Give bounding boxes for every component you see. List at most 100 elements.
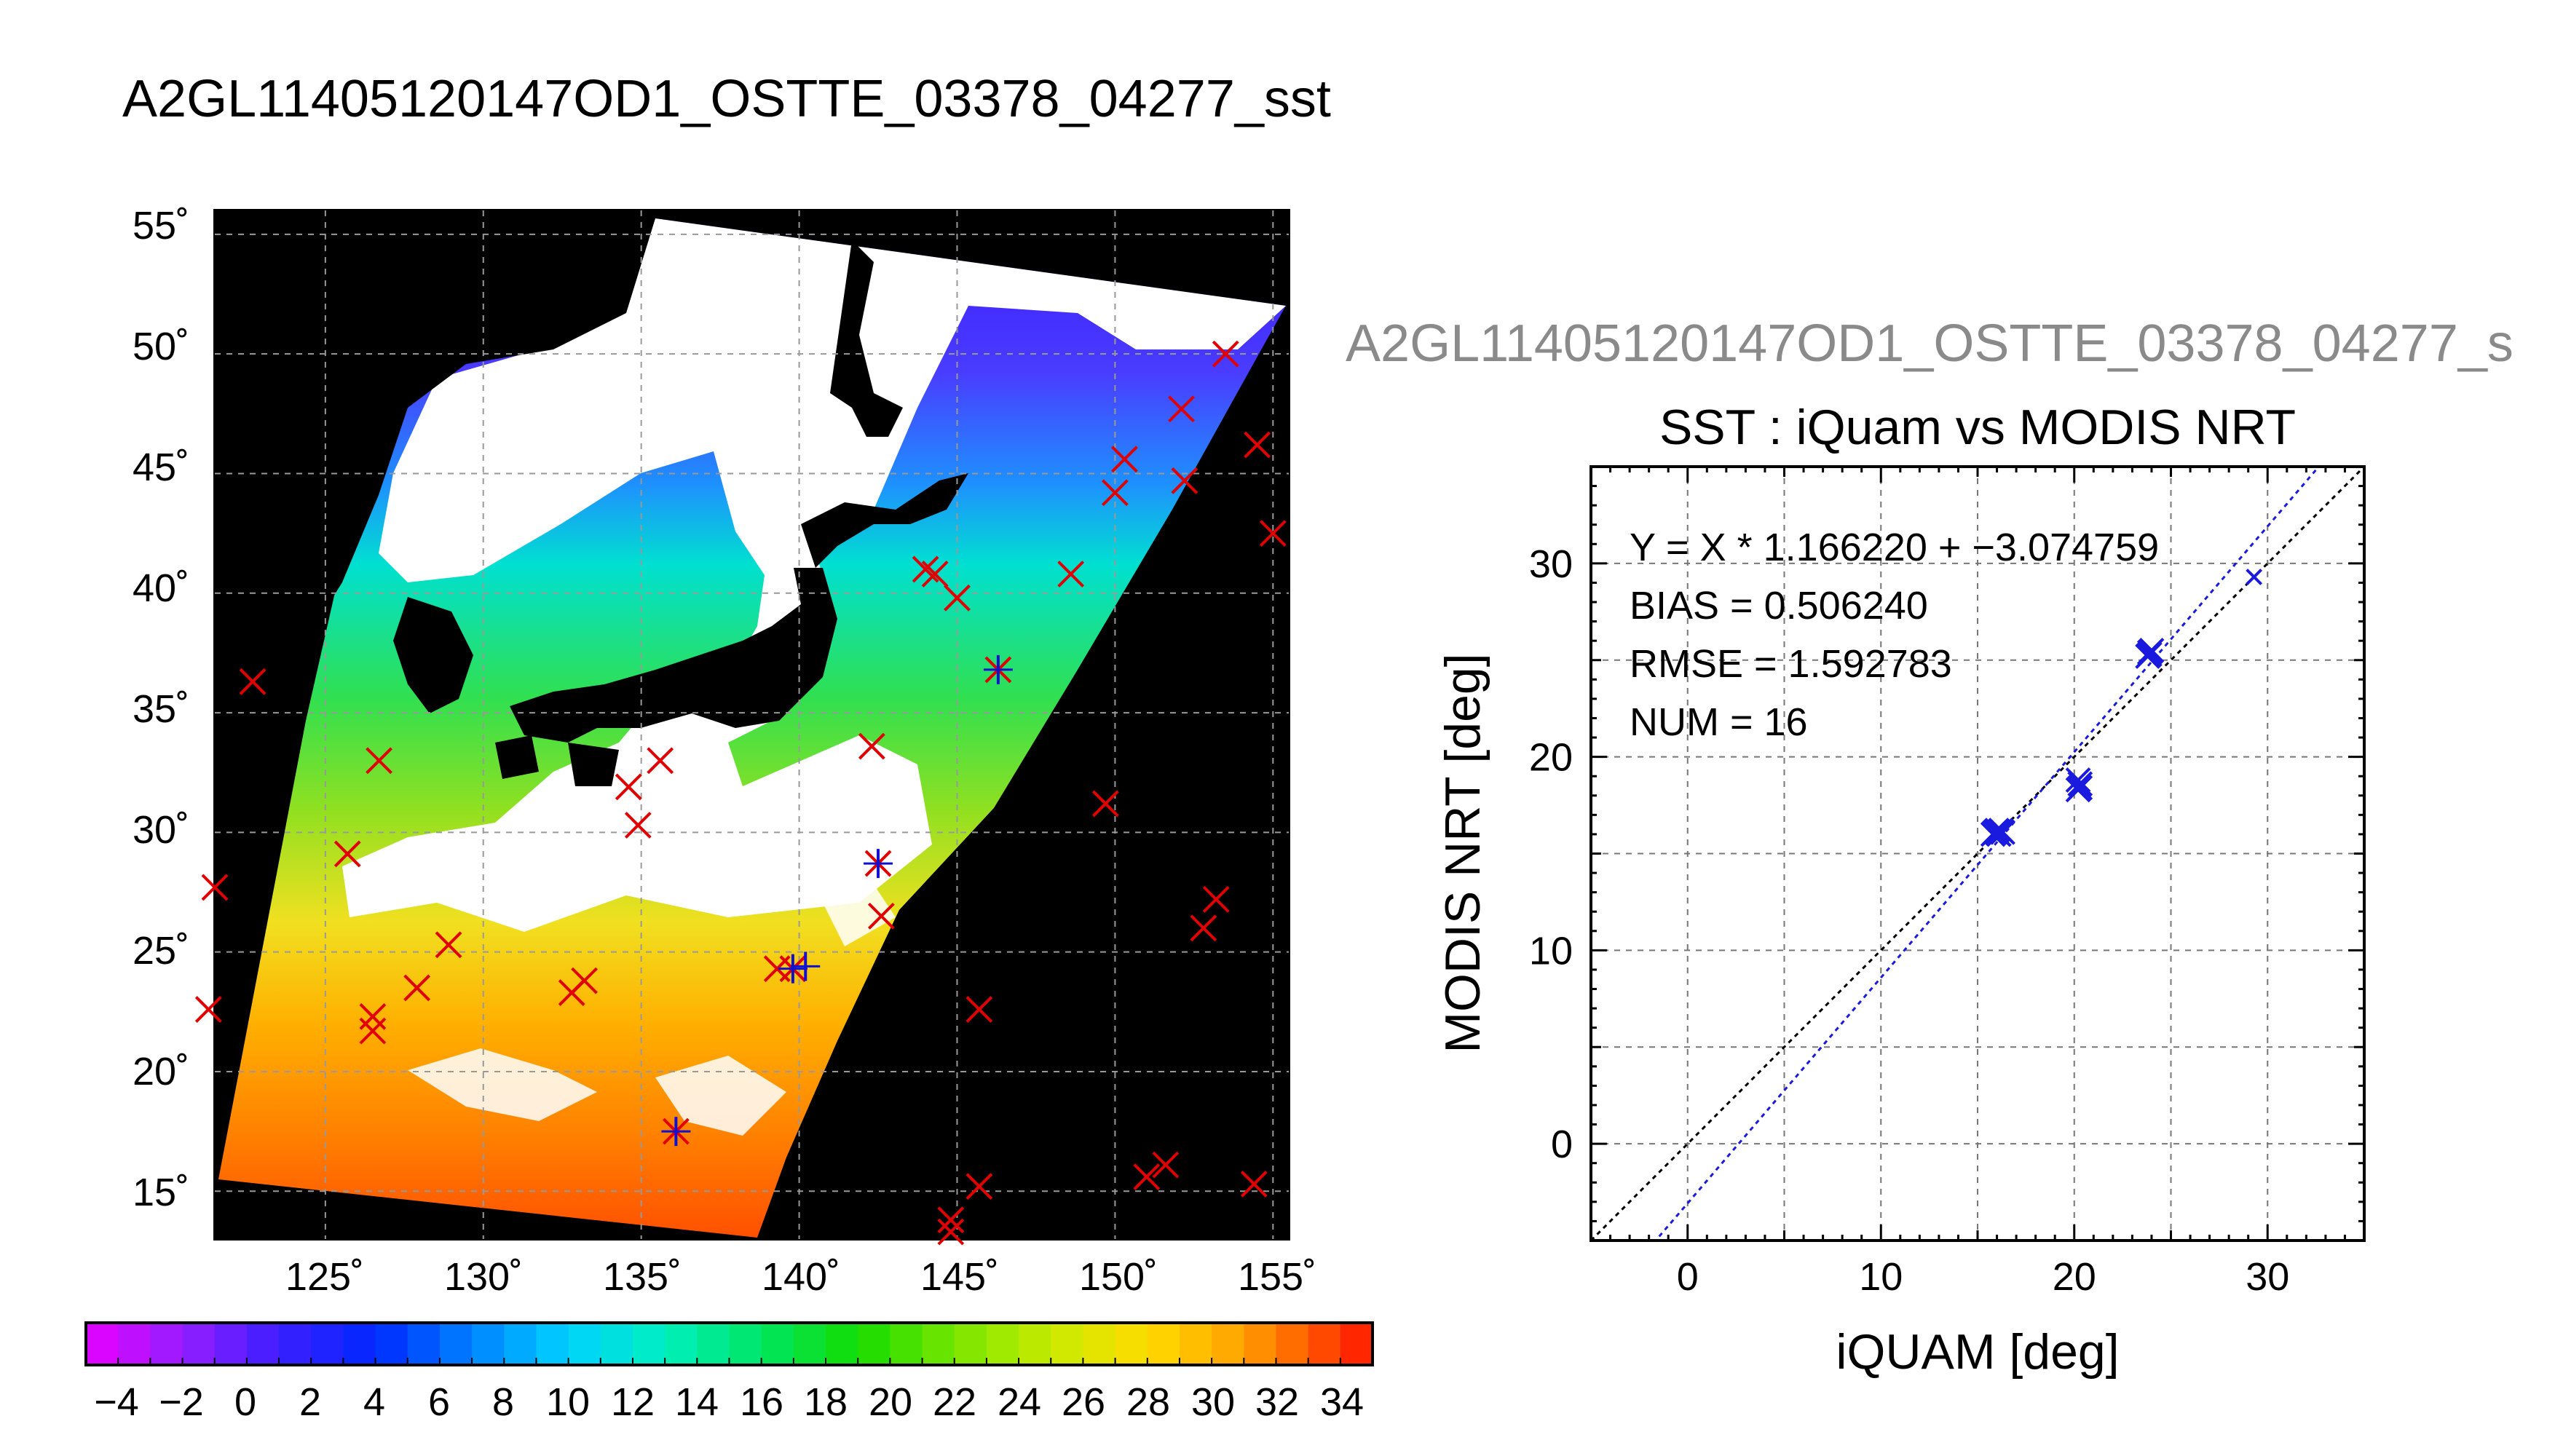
map-frame bbox=[213, 209, 1290, 1241]
colorbar-cell bbox=[1340, 1323, 1373, 1365]
x-axis-label: iQUAM [deg] bbox=[1836, 1324, 2119, 1380]
num-value: NUM = 16 bbox=[1630, 700, 1808, 744]
map-markers bbox=[194, 340, 1287, 1246]
lon-label: 140˚ bbox=[762, 1255, 840, 1299]
colorbar-cell bbox=[536, 1323, 569, 1365]
colorbar-label: 12 bbox=[611, 1380, 655, 1424]
lat-label: 40˚ bbox=[133, 566, 189, 610]
colorbar-cell bbox=[890, 1323, 923, 1365]
colorbar-label: 32 bbox=[1255, 1380, 1299, 1424]
in-situ-marker bbox=[867, 902, 895, 930]
in-situ-marker bbox=[366, 747, 393, 775]
land-japan bbox=[495, 240, 968, 786]
y-axis-label: MODIS NRT [deg] bbox=[1435, 653, 1490, 1053]
colorbar-label: 6 bbox=[428, 1380, 450, 1424]
x-tick-label: 10 bbox=[1859, 1255, 1903, 1299]
colorbar-cell bbox=[375, 1323, 408, 1365]
in-situ-marker bbox=[615, 773, 642, 801]
in-situ-marker bbox=[1240, 1171, 1268, 1198]
colorbar-cell bbox=[1244, 1323, 1277, 1365]
outside-swath bbox=[757, 306, 1289, 1239]
y-tick-label: 0 bbox=[1551, 1123, 1573, 1166]
scatter-point bbox=[1984, 819, 2010, 845]
in-situ-marker bbox=[435, 931, 462, 959]
lat-label: 25˚ bbox=[133, 929, 189, 973]
map-plot bbox=[194, 209, 1290, 1246]
colorbar-cell bbox=[1276, 1323, 1309, 1365]
y-tick-label: 30 bbox=[1529, 542, 1573, 586]
in-situ-marker bbox=[1259, 520, 1287, 547]
in-situ-marker bbox=[937, 1206, 965, 1234]
scatter-tick-labels: 0 10 20 30 0 10 20 30 bbox=[1529, 542, 2289, 1299]
fit-equation: Y = X * 1.166220 + −3.074759 bbox=[1630, 526, 2159, 569]
colorbar-cell bbox=[343, 1323, 376, 1365]
colorbar-label: 30 bbox=[1191, 1380, 1235, 1424]
lon-label: 145˚ bbox=[920, 1255, 999, 1299]
in-situ-marker bbox=[359, 1017, 387, 1045]
colorbar-cell bbox=[311, 1323, 344, 1365]
lon-label: 135˚ bbox=[603, 1255, 682, 1299]
colorbar-label: 20 bbox=[869, 1380, 912, 1424]
colorbar-cell bbox=[214, 1323, 248, 1365]
colorbar-cell bbox=[504, 1323, 537, 1365]
colorbar-label: 14 bbox=[675, 1380, 719, 1424]
colorbar-label: 8 bbox=[492, 1380, 514, 1424]
in-situ-marker bbox=[239, 668, 266, 695]
colorbar-cell bbox=[665, 1323, 698, 1365]
colorbar-label: 0 bbox=[234, 1380, 256, 1424]
lon-labels: 125˚ 130˚ 135˚ 140˚ 145˚ 150˚ 155˚ bbox=[285, 1255, 1316, 1299]
lat-label: 45˚ bbox=[133, 446, 189, 489]
colorbar-cell bbox=[86, 1323, 119, 1365]
in-situ-marker bbox=[944, 584, 971, 612]
scatter-plot bbox=[1590, 465, 2366, 1242]
colorbar-cell bbox=[118, 1323, 151, 1365]
colorbar-cell bbox=[697, 1323, 730, 1365]
colorbar-cell bbox=[279, 1323, 312, 1365]
collocated-marker bbox=[864, 849, 893, 879]
colorbar-label: 28 bbox=[1126, 1380, 1170, 1424]
colorbar-cell bbox=[793, 1323, 827, 1365]
colorbar-cell bbox=[922, 1323, 955, 1365]
colorbar-label: 24 bbox=[998, 1380, 1041, 1424]
in-situ-marker bbox=[921, 561, 949, 587]
scatter-point bbox=[1990, 819, 2015, 845]
colorbar-label: −4 bbox=[94, 1380, 139, 1424]
scatter-stats: Y = X * 1.166220 + −3.074759 BIAS = 0.50… bbox=[1630, 526, 2159, 744]
scatter-point bbox=[2246, 569, 2263, 585]
scatter-point bbox=[2136, 641, 2163, 668]
in-situ-marker bbox=[1152, 1151, 1180, 1179]
in-situ-marker bbox=[558, 979, 585, 1006]
colorbar-cell bbox=[407, 1323, 441, 1365]
scatter-grid bbox=[1591, 467, 2364, 1241]
colorbar-cell bbox=[600, 1323, 633, 1365]
colorbar-cell bbox=[568, 1323, 601, 1365]
y-tick-label: 10 bbox=[1529, 929, 1573, 973]
colorbar-cell bbox=[246, 1323, 280, 1365]
lon-label: 125˚ bbox=[285, 1255, 364, 1299]
in-situ-marker bbox=[1057, 561, 1085, 587]
colorbar-cell bbox=[472, 1323, 505, 1365]
in-situ-marker bbox=[912, 555, 939, 583]
collocated-marker bbox=[791, 951, 821, 981]
map-grid bbox=[215, 210, 1289, 1239]
colorbar-cell bbox=[1083, 1323, 1116, 1365]
in-situ-marker bbox=[1171, 467, 1198, 494]
x-tick-label: 0 bbox=[1677, 1255, 1699, 1299]
colorbar-label: 16 bbox=[740, 1380, 783, 1424]
colorbar-label: 4 bbox=[363, 1380, 385, 1424]
in-situ-marker bbox=[858, 732, 885, 760]
lon-label: 155˚ bbox=[1238, 1255, 1316, 1299]
in-situ-marker bbox=[333, 840, 361, 868]
lat-label: 55˚ bbox=[133, 204, 189, 248]
in-situ-marker bbox=[965, 996, 993, 1023]
in-situ-marker bbox=[965, 1173, 993, 1200]
bias-value: BIAS = 0.506240 bbox=[1630, 584, 1928, 628]
colorbar-label: 2 bbox=[299, 1380, 321, 1424]
scatter-filename: A2GL11405120147OD1_OSTTE_03378_04277_s bbox=[1346, 314, 2513, 373]
scatter-ticks bbox=[1590, 465, 2366, 1242]
x-tick-label: 20 bbox=[2053, 1255, 2096, 1299]
colorbar-label: 34 bbox=[1320, 1380, 1364, 1424]
colorbar-cell bbox=[1115, 1323, 1148, 1365]
in-situ-marker bbox=[201, 874, 229, 901]
rmse-value: RMSE = 1.592783 bbox=[1630, 642, 1952, 686]
